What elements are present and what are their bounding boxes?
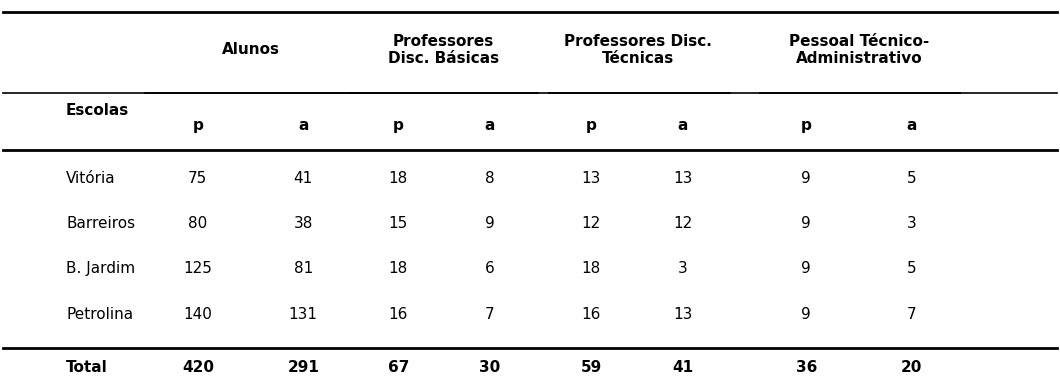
Text: 3: 3: [907, 216, 917, 231]
Text: 13: 13: [673, 307, 692, 322]
Text: 9: 9: [801, 171, 811, 186]
Text: 41: 41: [672, 360, 693, 375]
Text: Petrolina: Petrolina: [66, 307, 134, 322]
Text: 18: 18: [389, 261, 408, 277]
Text: 3: 3: [678, 261, 688, 277]
Text: 9: 9: [801, 216, 811, 231]
Text: a: a: [298, 118, 308, 133]
Text: 9: 9: [801, 261, 811, 277]
Text: 20: 20: [901, 360, 922, 375]
Text: 9: 9: [485, 216, 495, 231]
Text: Escolas: Escolas: [66, 103, 129, 118]
Text: 13: 13: [673, 171, 692, 186]
Text: Professores
Disc. Básicas: Professores Disc. Básicas: [388, 34, 499, 66]
Text: 67: 67: [388, 360, 409, 375]
Text: 9: 9: [801, 307, 811, 322]
Text: 6: 6: [485, 261, 495, 277]
Text: 13: 13: [582, 171, 601, 186]
Text: Vitória: Vitória: [66, 171, 116, 186]
Text: 140: 140: [183, 307, 212, 322]
Text: B. Jardim: B. Jardim: [66, 261, 136, 277]
Text: 7: 7: [485, 307, 495, 322]
Text: 131: 131: [288, 307, 318, 322]
Text: 12: 12: [673, 216, 692, 231]
Text: a: a: [484, 118, 495, 133]
Text: 5: 5: [907, 171, 917, 186]
Text: Alunos: Alunos: [222, 43, 280, 57]
Text: 125: 125: [183, 261, 212, 277]
Text: 38: 38: [294, 216, 313, 231]
Text: 59: 59: [581, 360, 602, 375]
Text: Barreiros: Barreiros: [66, 216, 136, 231]
Text: 15: 15: [389, 216, 408, 231]
Text: 16: 16: [582, 307, 601, 322]
Text: p: p: [193, 118, 204, 133]
Text: Professores Disc.
Técnicas: Professores Disc. Técnicas: [564, 34, 711, 66]
Text: 5: 5: [907, 261, 917, 277]
Text: 36: 36: [796, 360, 817, 375]
Text: 12: 12: [582, 216, 601, 231]
Text: 7: 7: [907, 307, 917, 322]
Text: 18: 18: [389, 171, 408, 186]
Text: 18: 18: [582, 261, 601, 277]
Text: 41: 41: [294, 171, 313, 186]
Text: a: a: [677, 118, 688, 133]
Text: p: p: [800, 118, 812, 133]
Text: 291: 291: [287, 360, 319, 375]
Text: p: p: [393, 118, 404, 133]
Text: p: p: [586, 118, 597, 133]
Text: 80: 80: [189, 216, 208, 231]
Text: Total: Total: [66, 360, 108, 375]
Text: 75: 75: [189, 171, 208, 186]
Text: Pessoal Técnico-
Administrativo: Pessoal Técnico- Administrativo: [789, 34, 930, 66]
Text: a: a: [906, 118, 917, 133]
Text: 420: 420: [182, 360, 214, 375]
Text: 81: 81: [294, 261, 313, 277]
Text: 16: 16: [389, 307, 408, 322]
Text: 30: 30: [479, 360, 500, 375]
Text: 8: 8: [485, 171, 495, 186]
